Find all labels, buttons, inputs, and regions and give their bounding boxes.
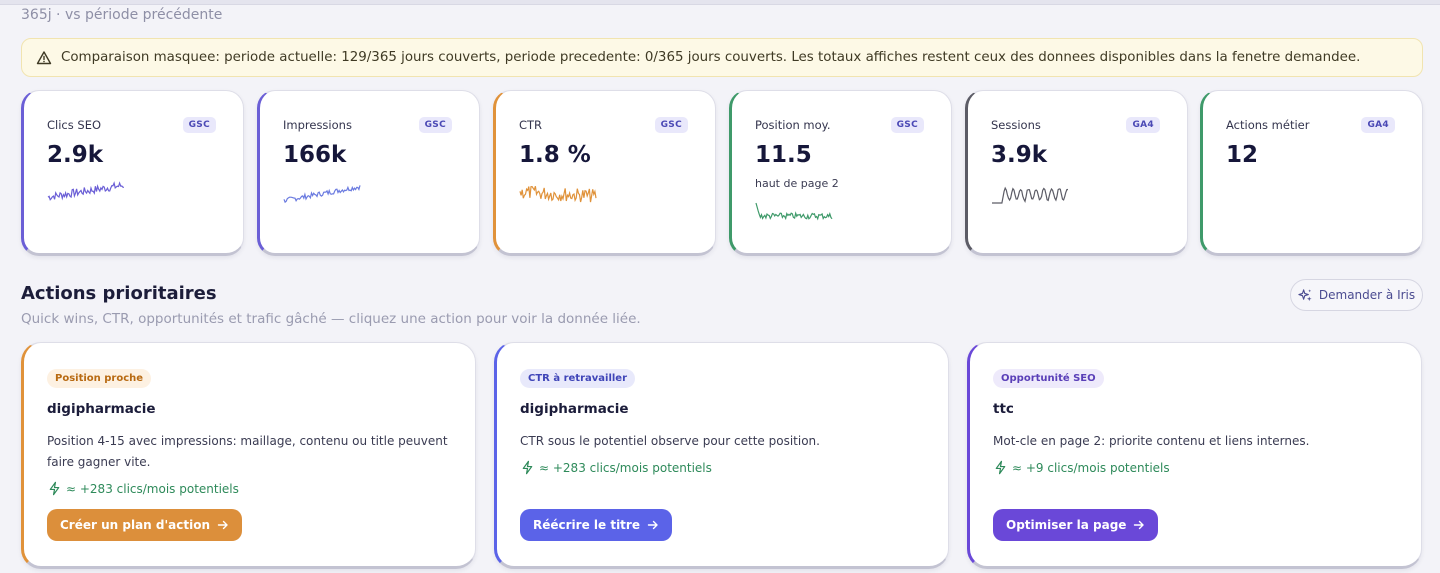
- source-badge: GA4: [1126, 117, 1160, 133]
- sparkline: [47, 181, 125, 201]
- cta-label: Créer un plan d'action: [60, 518, 210, 532]
- kpi-card-ctr[interactable]: CTR GSC 1.8 %: [493, 90, 716, 256]
- lightning-icon: [49, 481, 60, 496]
- top-divider: [0, 0, 1440, 5]
- cta-label: Optimiser la page: [1006, 518, 1127, 532]
- sparkline: [283, 185, 361, 204]
- sparkles-icon: [1298, 288, 1312, 301]
- section-title: Actions prioritaires: [21, 283, 217, 304]
- sparkline: [519, 185, 597, 203]
- sparkline-path: [519, 185, 597, 203]
- kpi-value: 166k: [283, 142, 347, 168]
- action-card-opportunite[interactable]: Opportunité SEO ttc Mot-cle en page 2: p…: [967, 342, 1422, 569]
- action-name: ttc: [993, 401, 1014, 417]
- kpi-value: 2.9k: [47, 142, 104, 168]
- warning-text: Comparaison masquee: periode actuelle: 1…: [61, 50, 1361, 65]
- sparkline-path: [47, 181, 125, 201]
- ask-iris-button[interactable]: Demander à Iris: [1290, 279, 1423, 311]
- section-subtitle: Quick wins, CTR, opportunités et trafic …: [21, 311, 641, 327]
- action-tag: CTR à retravailler: [520, 369, 636, 388]
- action-name: digipharmacie: [520, 401, 629, 417]
- kpi-card-sessions[interactable]: Sessions GA4 3.9k: [965, 90, 1188, 256]
- kpi-card-impressions[interactable]: Impressions GSC 166k: [257, 90, 480, 256]
- action-description: Position 4-15 avec impressions: maillage…: [47, 434, 448, 469]
- ask-iris-label: Demander à Iris: [1318, 288, 1416, 302]
- kpi-value: 12: [1226, 142, 1259, 168]
- lightning-icon: [522, 460, 533, 475]
- action-card-ctr[interactable]: CTR à retravailler digipharmacie CTR sou…: [494, 342, 949, 569]
- sparkline-path: [992, 186, 1069, 204]
- kpi-label: Position moy.: [755, 118, 831, 132]
- rewrite-title-button[interactable]: Réécrire le titre: [520, 509, 672, 541]
- action-gain: ≈ +283 clics/mois potentiels: [520, 460, 712, 475]
- kpi-card-clics-seo[interactable]: Clics SEO GSC 2.9k: [21, 90, 244, 256]
- sparkline-path: [755, 202, 833, 221]
- kpi-card-position[interactable]: Position moy. GSC 11.5 haut de page 2: [729, 90, 952, 256]
- arrow-right-icon: [217, 520, 228, 530]
- kpi-value: 1.8 %: [519, 142, 591, 168]
- action-description: Mot-cle en page 2: priorite contenu et l…: [993, 434, 1310, 448]
- action-gain: ≈ +9 clics/mois potentiels: [993, 460, 1170, 475]
- kpi-sub: haut de page 2: [755, 177, 839, 190]
- source-badge: GSC: [182, 117, 216, 133]
- period-label: 365j · vs période précédente: [21, 7, 223, 23]
- sparkline: [992, 186, 1069, 204]
- create-action-plan-button[interactable]: Créer un plan d'action: [47, 509, 242, 541]
- kpi-label: Impressions: [283, 118, 352, 132]
- action-card-position-proche[interactable]: Position proche digipharmacie Position 4…: [21, 342, 476, 569]
- kpi-label: Sessions: [991, 118, 1041, 132]
- source-badge: GA4: [1361, 117, 1395, 133]
- action-name: digipharmacie: [47, 401, 156, 417]
- action-gain-text: ≈ +283 clics/mois potentiels: [66, 481, 239, 496]
- source-badge: GSC: [890, 117, 924, 133]
- action-gain-text: ≈ +283 clics/mois potentiels: [539, 460, 712, 475]
- action-gain-text: ≈ +9 clics/mois potentiels: [1012, 460, 1170, 475]
- kpi-value: 11.5: [755, 142, 812, 168]
- action-tag: Opportunité SEO: [993, 369, 1104, 388]
- kpi-label: Actions métier: [1226, 118, 1310, 132]
- optimize-page-button[interactable]: Optimiser la page: [993, 509, 1159, 541]
- source-badge: GSC: [418, 117, 452, 133]
- arrow-right-icon: [647, 520, 658, 530]
- sparkline: [755, 202, 833, 221]
- action-description: CTR sous le potentiel observe pour cette…: [520, 434, 820, 448]
- comparison-warning: Comparaison masquee: periode actuelle: 1…: [21, 38, 1423, 77]
- warning-triangle-icon: [36, 50, 52, 64]
- kpi-label: CTR: [519, 118, 543, 132]
- kpi-card-actions-metier[interactable]: Actions métier GA4 12: [1200, 90, 1423, 256]
- source-badge: GSC: [654, 117, 688, 133]
- action-tag: Position proche: [47, 369, 152, 388]
- cta-label: Réécrire le titre: [533, 518, 640, 532]
- action-gain: ≈ +283 clics/mois potentiels: [47, 481, 239, 496]
- kpi-label: Clics SEO: [47, 118, 102, 132]
- lightning-icon: [995, 460, 1006, 475]
- arrow-right-icon: [1134, 520, 1145, 530]
- kpi-value: 3.9k: [991, 142, 1048, 168]
- sparkline-path: [283, 185, 361, 204]
